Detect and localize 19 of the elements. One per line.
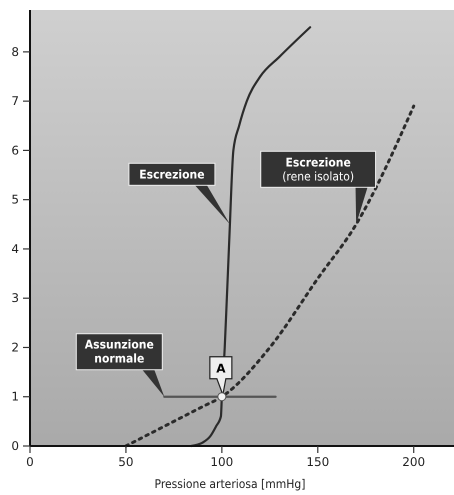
y-tick-label: 4: [11, 242, 19, 256]
y-tick-label: 5: [11, 192, 19, 207]
x-tick-label: 50: [118, 455, 134, 469]
x-tick-label: 150: [306, 455, 330, 469]
x-tick-label: 0: [26, 455, 34, 469]
y-tick-label: 0: [11, 439, 19, 453]
y-tick-label: 6: [11, 143, 19, 158]
y-tick-label: 1: [11, 390, 19, 404]
y-tick-label: 8: [11, 44, 19, 59]
x-tick-label: 200: [402, 455, 426, 469]
x-tick-label: 100: [210, 455, 234, 469]
y-tick-label: 2: [11, 340, 19, 354]
annotation: A: [216, 362, 226, 376]
x-axis-title: Pressione arteriosa [mmHg]: [154, 477, 306, 491]
series-label: Escrezione (rene isolato): [282, 155, 354, 184]
text: Assunzione normale: [84, 338, 154, 366]
y-tick-label: 3: [11, 291, 19, 306]
text: Escrezione: [139, 167, 205, 182]
y-tick-label: 7: [11, 94, 19, 108]
